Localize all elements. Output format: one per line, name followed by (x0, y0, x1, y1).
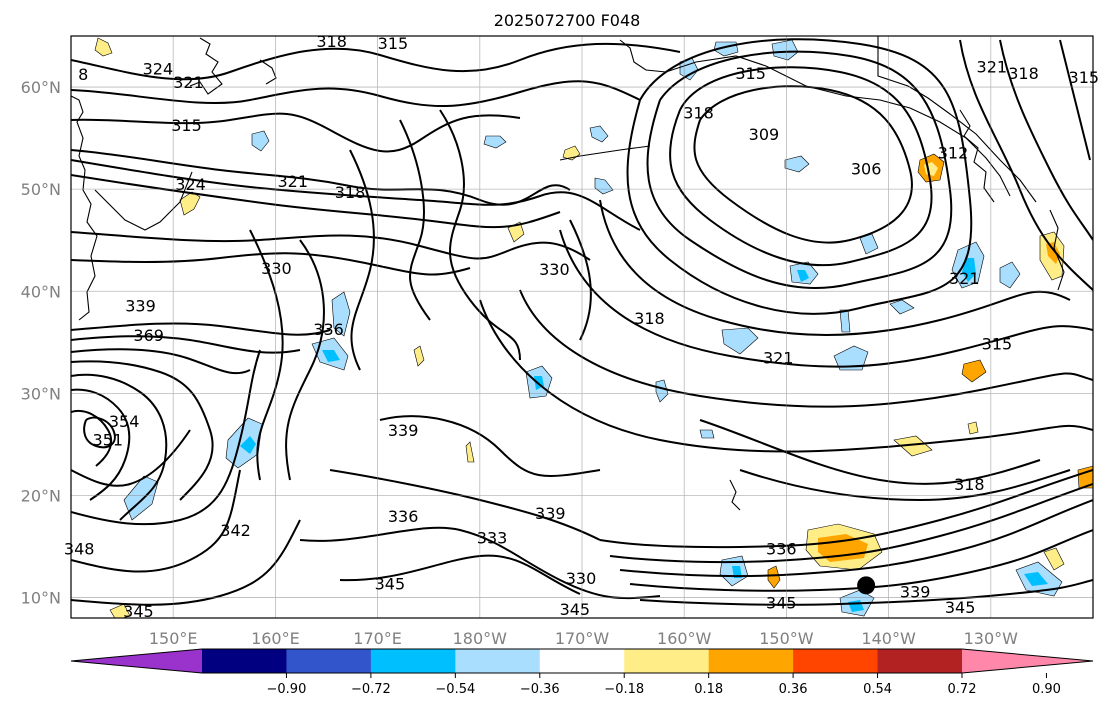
contour-label: 336 (766, 540, 797, 559)
lon-tick-label: 170°W (555, 629, 610, 648)
contour-label: 315 (1069, 68, 1100, 87)
contour-label: 324 (143, 60, 174, 79)
contour-label: 330 (566, 569, 597, 588)
lon-tick-label: 160°E (251, 629, 300, 648)
contour-label: 345 (375, 574, 406, 593)
lon-tick-label: 130°W (964, 629, 1019, 648)
contour-label: 369 (133, 326, 164, 345)
contour-label: 342 (220, 521, 251, 540)
contour-label: 318 (1008, 64, 1039, 83)
contour-label: 321 (977, 58, 1008, 77)
lat-tick-label: 10°N (21, 589, 61, 608)
colorbar-tick-label: 0.36 (779, 682, 808, 697)
colorbar-segment (286, 649, 372, 673)
contour-label: 336 (313, 320, 344, 339)
lat-tick-label: 40°N (21, 282, 61, 301)
contour-label: 339 (535, 504, 566, 523)
contour-label: 315 (378, 34, 409, 53)
colorbar-segment (202, 649, 287, 673)
contour-label: 315 (735, 64, 766, 83)
contour-label: 318 (634, 309, 665, 328)
colorbar-tick-label: 0.90 (1032, 682, 1061, 697)
map-gridlines (71, 36, 1093, 618)
lat-tick-label: 30°N (21, 384, 61, 403)
map-frame (70, 35, 1094, 619)
location-marker[interactable] (857, 576, 876, 595)
lon-tick-label: 170°E (353, 629, 402, 648)
map-title: 2025072700 F048 (494, 11, 641, 30)
contour-label: 333 (477, 528, 508, 547)
contour-label: 336 (388, 507, 419, 526)
colorbar-segment (370, 649, 456, 673)
contour-label: 315 (982, 334, 1013, 353)
colorbar-tick-label: −0.36 (520, 682, 560, 697)
contour-label: 318 (335, 183, 366, 202)
contour-label: 321 (763, 349, 794, 368)
contour-label: 330 (539, 260, 570, 279)
colorbar-segment (624, 649, 710, 673)
colorbar-extend-high (962, 649, 1093, 673)
contour-label: 345 (123, 602, 154, 621)
colorbar-segment (455, 649, 541, 673)
contour-label: 8 (78, 65, 88, 84)
contour-label: 339 (900, 582, 931, 601)
shaded-field (94, 37, 1093, 618)
lon-tick-label: 150°W (759, 629, 814, 648)
contour-label: 318 (316, 32, 347, 51)
contour-label: 312 (938, 143, 969, 162)
lon-tick-label: 180°W (453, 629, 508, 648)
colorbar-segment (708, 649, 794, 673)
colorbar-tick-label: 0.18 (694, 682, 723, 697)
contour-label: 345 (945, 598, 976, 617)
contour-label: 321 (278, 172, 309, 191)
colorbar-tick-label: 0.54 (863, 682, 892, 697)
contour-label: 351 (93, 430, 124, 449)
lat-tick-label: 50°N (21, 180, 61, 199)
contour-label: 354 (109, 412, 140, 431)
contour-label: 345 (766, 594, 797, 613)
lon-tick-label: 140°W (861, 629, 916, 648)
colorbar-tick-label: −0.54 (435, 682, 475, 697)
colorbar: −0.90 −0.72 −0.54 −0.36 −0.18 0.18 0.36 0.54 0.7… (70, 648, 1094, 697)
contour-label: 339 (388, 421, 419, 440)
lat-tick-label: 20°N (21, 486, 61, 505)
contour-label: 348 (64, 540, 95, 559)
contour-label: 339 (125, 297, 156, 316)
colorbar-tick-label: −0.90 (267, 682, 307, 697)
contour-label: 330 (261, 259, 292, 278)
latitude-ticks: 10°N 20°N 30°N 40°N 50°N 60°N (21, 78, 61, 608)
colorbar-tick-label: −0.72 (351, 682, 391, 697)
colorbar-extend-low (71, 649, 202, 673)
colorbar-tick-label: 0.72 (948, 682, 977, 697)
colorbar-tick-label: −0.18 (604, 682, 644, 697)
contour-label: 306 (851, 160, 882, 179)
contour-label: 321 (173, 73, 204, 92)
contour-label: 318 (683, 104, 714, 123)
colorbar-outline (70, 648, 1094, 674)
contour-label: 324 (175, 175, 206, 194)
lon-tick-label: 160°W (657, 629, 712, 648)
contour-label: 318 (954, 475, 985, 494)
colorbar-segment (539, 649, 625, 673)
contour-label: 315 (171, 116, 202, 135)
lat-tick-label: 60°N (21, 78, 61, 97)
lon-tick-label: 150°E (149, 629, 198, 648)
contour-label: 345 (560, 600, 591, 619)
colorbar-segment (793, 649, 879, 673)
contour-label: 309 (749, 125, 780, 144)
contour-label: 321 (949, 269, 980, 288)
longitude-ticks: 150°E 160°E 170°E 180°W 170°W 160°W 150°W 140°W… (149, 629, 1018, 648)
colorbar-segment (877, 649, 963, 673)
